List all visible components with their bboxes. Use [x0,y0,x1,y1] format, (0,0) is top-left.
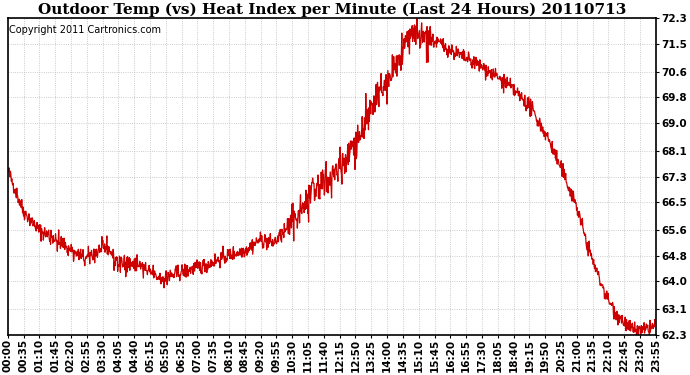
Text: Copyright 2011 Cartronics.com: Copyright 2011 Cartronics.com [9,25,161,34]
Title: Outdoor Temp (vs) Heat Index per Minute (Last 24 Hours) 20110713: Outdoor Temp (vs) Heat Index per Minute … [37,3,626,17]
